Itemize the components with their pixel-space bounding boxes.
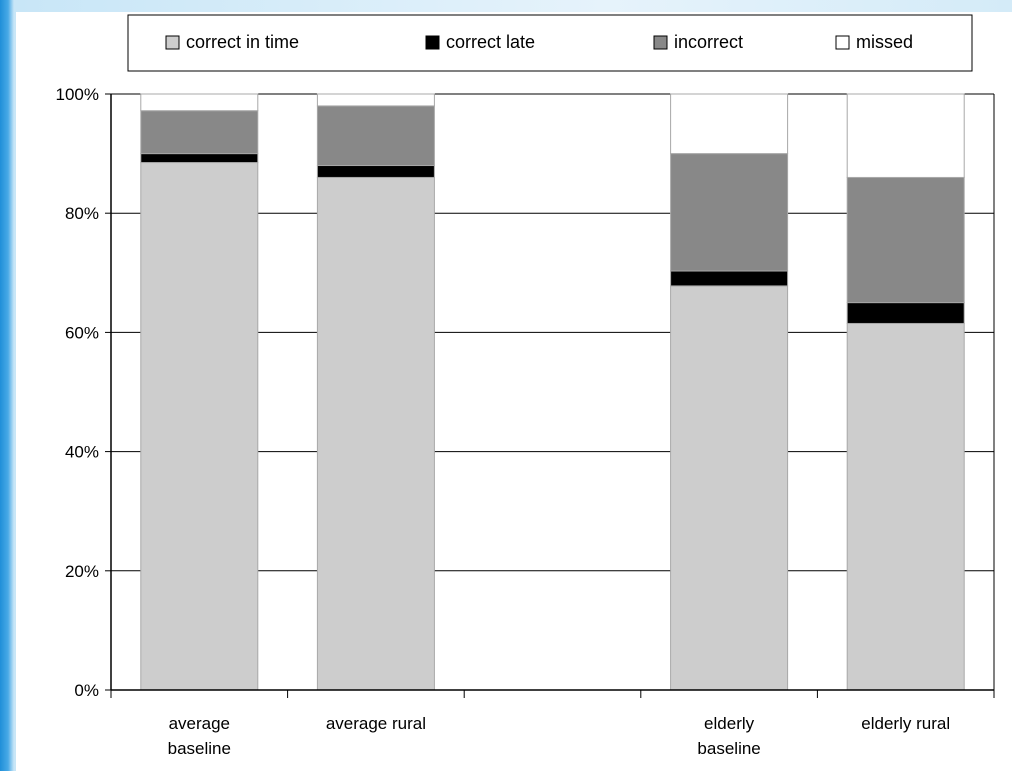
bar-elderly-rural-missed	[846, 93, 965, 178]
legend-label-correct-late: correct late	[446, 32, 535, 52]
x-category-label-elderly-rural: elderly rural	[861, 714, 950, 733]
bar-elderly-rural-correct-late	[846, 302, 965, 324]
y-tick-label-40: 40%	[65, 443, 99, 462]
y-tick-label-0: 0%	[74, 681, 99, 700]
legend-swatch-incorrect	[653, 35, 668, 50]
bar-average-baseline-correct-in-time	[140, 162, 259, 691]
legend-label-correct-in-time: correct in time	[186, 32, 299, 52]
bar-elderly-baseline-missed	[670, 93, 789, 155]
y-tick-label-80: 80%	[65, 204, 99, 223]
bar-average-baseline-incorrect	[140, 110, 259, 155]
legend-box	[127, 14, 973, 72]
bar-elderly-rural-incorrect	[846, 176, 965, 304]
x-category-labels: average baseline average rural elderly basel…	[168, 714, 950, 758]
bar-average-baseline-correct-late	[140, 153, 259, 164]
x-category-label-elderly-baseline: elderly baseline	[697, 714, 760, 758]
y-tick-labels: 0% 20% 40% 60% 80% 100%	[56, 85, 99, 700]
x-category-label-average-rural: average rural	[326, 714, 426, 733]
legend-swatch-correct-late	[425, 35, 440, 50]
bar-average-rural-correct-in-time	[316, 176, 435, 691]
bar-average-rural-correct-late	[316, 165, 435, 178]
bar-elderly-baseline-correct-late	[670, 270, 789, 287]
y-tick-label-20: 20%	[65, 562, 99, 581]
bar-average-rural-incorrect	[316, 105, 435, 167]
legend-swatch-missed	[835, 35, 850, 50]
legend: correct in time correct late incorrect miss…	[127, 14, 973, 72]
y-tick-label-60: 60%	[65, 323, 99, 342]
stacked-bar-chart: correct in time correct late incorrect miss…	[56, 14, 995, 758]
bar-elderly-baseline-correct-in-time	[670, 285, 789, 691]
bar-average-rural-missed	[316, 93, 435, 107]
axes	[105, 93, 995, 698]
x-category-label-average-baseline: average baseline	[168, 714, 231, 758]
bars	[140, 93, 965, 691]
y-tick-label-100: 100%	[56, 85, 99, 104]
legend-label-missed: missed	[856, 32, 913, 52]
bar-elderly-baseline-incorrect	[670, 153, 789, 272]
legend-swatch-correct-in-time	[165, 35, 180, 50]
bar-average-baseline-missed	[140, 93, 259, 112]
legend-label-incorrect: incorrect	[674, 32, 743, 52]
chart-panel: correct in time correct late incorrect miss…	[16, 12, 1012, 771]
bar-elderly-rural-correct-in-time	[846, 322, 965, 691]
